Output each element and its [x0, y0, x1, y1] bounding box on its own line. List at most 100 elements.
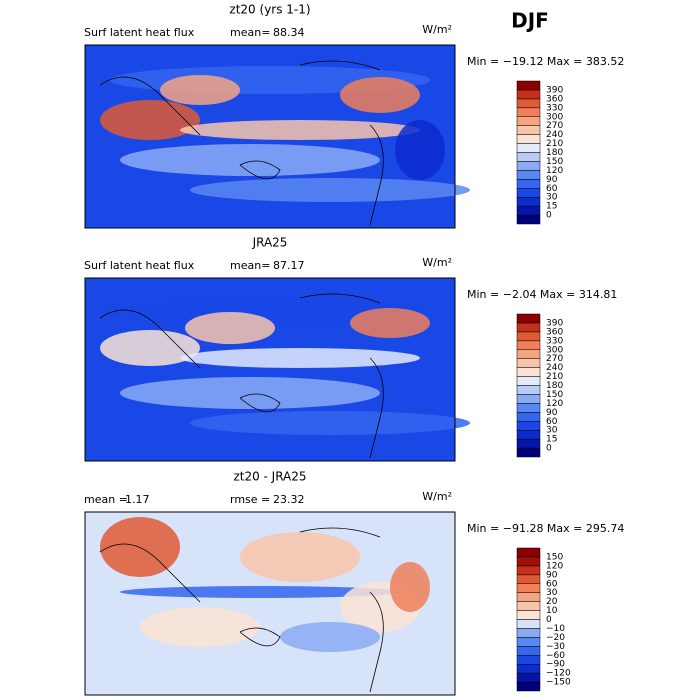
colorbar-box — [516, 80, 541, 91]
stat-label: rmse = — [230, 493, 270, 506]
min-max: Min = −91.28 Max = 295.74 — [467, 522, 624, 535]
colorbar-label: 390 — [546, 85, 563, 95]
colorbar-label: 120 — [546, 561, 563, 571]
colorbar-box — [516, 89, 541, 100]
map-field — [280, 622, 380, 652]
colorbar-box — [516, 143, 541, 153]
colorbar-label: 240 — [546, 363, 563, 373]
map-field — [140, 607, 260, 647]
map-field — [100, 517, 180, 577]
map-field — [350, 308, 430, 338]
colorbar-label: 300 — [546, 112, 563, 122]
colorbar-box — [516, 610, 541, 620]
map-field — [100, 330, 200, 366]
map-field — [110, 299, 430, 327]
coastline — [99, 60, 384, 226]
colorbar-box — [516, 152, 541, 162]
colorbar-box — [516, 646, 541, 656]
colorbar-box — [516, 583, 541, 593]
colorbar-box — [516, 628, 541, 638]
colorbar-label: 0 — [546, 444, 552, 454]
map-field — [395, 120, 445, 180]
map-field — [120, 586, 400, 598]
panel-title: JRA25 — [252, 236, 288, 250]
colorbar-label: −90 — [546, 660, 565, 670]
map-field — [120, 144, 380, 176]
variable-label: Surf latent heat flux — [84, 259, 195, 272]
colorbar-label: 270 — [546, 354, 563, 364]
colorbar-label: 300 — [546, 345, 563, 355]
colorbar-box — [516, 98, 541, 109]
colorbar-box — [516, 214, 541, 225]
colorbar-label: 360 — [546, 327, 563, 337]
colorbar-box — [516, 331, 541, 342]
map-field — [240, 532, 360, 582]
map-field — [120, 377, 380, 409]
units-label: W/m² — [422, 256, 452, 269]
colorbar-box — [516, 574, 541, 584]
map-field — [185, 312, 275, 344]
colorbar-label: 15 — [546, 435, 557, 445]
colorbar-box — [516, 134, 541, 144]
stat-label: mean= — [230, 26, 270, 39]
colorbar-box — [516, 367, 541, 377]
colorbar-label: 390 — [546, 318, 563, 328]
colorbar-label: 330 — [546, 336, 563, 346]
map-field — [190, 178, 470, 202]
colorbar-label: 360 — [546, 94, 563, 104]
units-label: W/m² — [422, 490, 452, 503]
min-max: Min = −19.12 Max = 383.52 — [467, 55, 624, 68]
colorbar-label: 10 — [546, 606, 558, 616]
map-frame — [84, 511, 456, 696]
colorbar-label: 90 — [546, 175, 558, 185]
colorbar-box — [516, 196, 541, 207]
stat-value: 23.32 — [273, 493, 305, 506]
map-frame — [84, 44, 456, 229]
colorbar-label: −30 — [546, 642, 565, 652]
colorbar-label: 15 — [546, 202, 557, 212]
stat-label: mean = — [84, 493, 128, 506]
stat-label: mean= — [230, 259, 270, 272]
panel-title: zt20 (yrs 1-1) — [229, 3, 310, 17]
season-label: DJF — [511, 9, 549, 33]
coastline — [99, 293, 384, 459]
coastline — [99, 527, 384, 693]
stat-value: 88.34 — [273, 26, 305, 39]
stat-value: 1.17 — [125, 493, 150, 506]
colorbar-box — [516, 376, 541, 386]
colorbar-label: −20 — [546, 633, 565, 643]
colorbar-box — [516, 394, 541, 404]
colorbar-label: 90 — [546, 408, 558, 418]
map-field — [180, 120, 420, 140]
variable-label: Surf latent heat flux — [84, 26, 195, 39]
colorbar-label: 60 — [546, 417, 558, 427]
colorbar-box — [516, 655, 541, 665]
colorbar-box — [516, 385, 541, 395]
colorbar-label: 180 — [546, 148, 563, 158]
colorbar-box — [516, 349, 541, 359]
colorbar-box — [516, 637, 541, 647]
colorbar-box — [516, 601, 541, 611]
map-field — [390, 562, 430, 612]
colorbar-box — [516, 161, 541, 171]
units-label: W/m² — [422, 23, 452, 36]
map-field — [340, 77, 420, 113]
colorbar-box — [516, 592, 541, 602]
colorbar-label: 150 — [546, 390, 563, 400]
colorbar-box — [516, 188, 541, 198]
colorbar-label: 210 — [546, 372, 563, 382]
colorbar-label: −10 — [546, 624, 565, 634]
colorbar-box — [516, 125, 541, 135]
colorbar-box — [516, 116, 541, 126]
colorbar-box — [516, 170, 541, 180]
colorbar-label: 150 — [546, 552, 563, 562]
colorbar-label: 180 — [546, 381, 563, 391]
colorbar-label: 0 — [546, 615, 552, 625]
colorbar-box — [516, 322, 541, 333]
colorbar-label: 0 — [546, 211, 552, 221]
colorbar-box — [516, 421, 541, 431]
colorbar-box — [516, 438, 541, 449]
stat-value: 87.17 — [273, 259, 305, 272]
colorbar-label: 30 — [546, 426, 558, 436]
